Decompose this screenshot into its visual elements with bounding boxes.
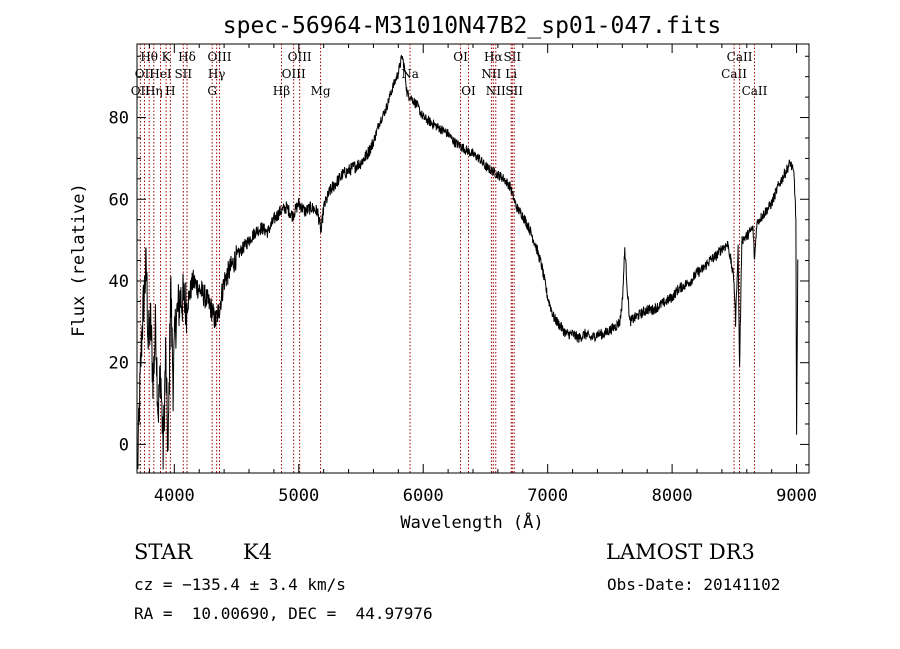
line-marker-label: SII	[503, 50, 521, 64]
y-axis-label: Flux (relative)	[69, 183, 89, 337]
line-marker-label: OII	[131, 84, 151, 98]
x-tick-label: 6000	[403, 486, 444, 506]
line-marker-label: Li	[505, 67, 517, 81]
object-class: STAR	[134, 540, 193, 564]
line-marker-label: Mg	[311, 84, 331, 98]
line-marker-label: OII	[135, 67, 155, 81]
line-marker-label: K	[162, 50, 172, 64]
spectrum-line	[137, 54, 799, 470]
y-tick-label: 40	[109, 272, 129, 292]
line-marker-label: Hγ	[208, 67, 226, 81]
line-marker-label: Hα	[484, 50, 503, 64]
line-marker-label: Na	[401, 67, 419, 81]
object-subclass: K4	[243, 540, 273, 564]
y-tick-label: 0	[119, 435, 129, 455]
x-tick-label: 9000	[776, 486, 817, 506]
line-marker-label: NII	[481, 67, 501, 81]
line-marker-label: Hη	[145, 84, 163, 98]
plot-frame	[136, 43, 810, 474]
line-markers: OIIHθOIIHηHeIKHSIIHδGHγOIIIHβOIIIOIIIMgN…	[131, 44, 768, 473]
line-marker-label: OIII	[207, 50, 231, 64]
line-marker-label: OIII	[288, 50, 312, 64]
survey-name: LAMOST DR3	[606, 540, 755, 564]
line-marker-label: CaII	[742, 84, 768, 98]
coordinates-text: RA = 10.00690, DEC = 44.97976	[134, 604, 433, 623]
line-marker-label: Hθ	[140, 50, 158, 64]
x-tick-label: 8000	[652, 486, 693, 506]
line-marker-label: OI	[453, 50, 468, 64]
line-marker-label: Hδ	[178, 50, 196, 64]
line-marker-label: OI	[461, 84, 476, 98]
line-marker-label: OIII	[282, 67, 306, 81]
y-tick-label: 60	[109, 190, 129, 210]
line-marker-label: SII	[174, 67, 192, 81]
x-axis: 4000 5000 6000 7000 8000 9000	[148, 44, 817, 506]
y-axis: 0 20 40 60 80	[109, 55, 809, 466]
line-marker-label: H	[165, 84, 175, 98]
line-marker-label: HeI	[149, 67, 172, 81]
x-tick-label: 4000	[154, 486, 195, 506]
line-marker-label: Hβ	[273, 84, 290, 98]
line-marker-label: CaII	[727, 50, 753, 64]
line-marker-label: NII	[486, 84, 506, 98]
y-tick-label: 20	[109, 354, 129, 374]
x-axis-label: Wavelength (Å)	[400, 511, 543, 533]
y-tick-label: 80	[109, 109, 129, 129]
obs-date-text: Obs-Date: 20141102	[607, 575, 781, 594]
chart-title: spec-56964-M31010N47B2_sp01-047.fits	[223, 13, 722, 39]
line-marker-label: SII	[505, 84, 523, 98]
x-tick-label: 5000	[278, 486, 319, 506]
redshift-text: cz = −135.4 ± 3.4 km/s	[134, 575, 346, 594]
line-marker-label: G	[207, 84, 217, 98]
x-tick-label: 7000	[527, 486, 568, 506]
line-marker-label: CaII	[721, 67, 747, 81]
